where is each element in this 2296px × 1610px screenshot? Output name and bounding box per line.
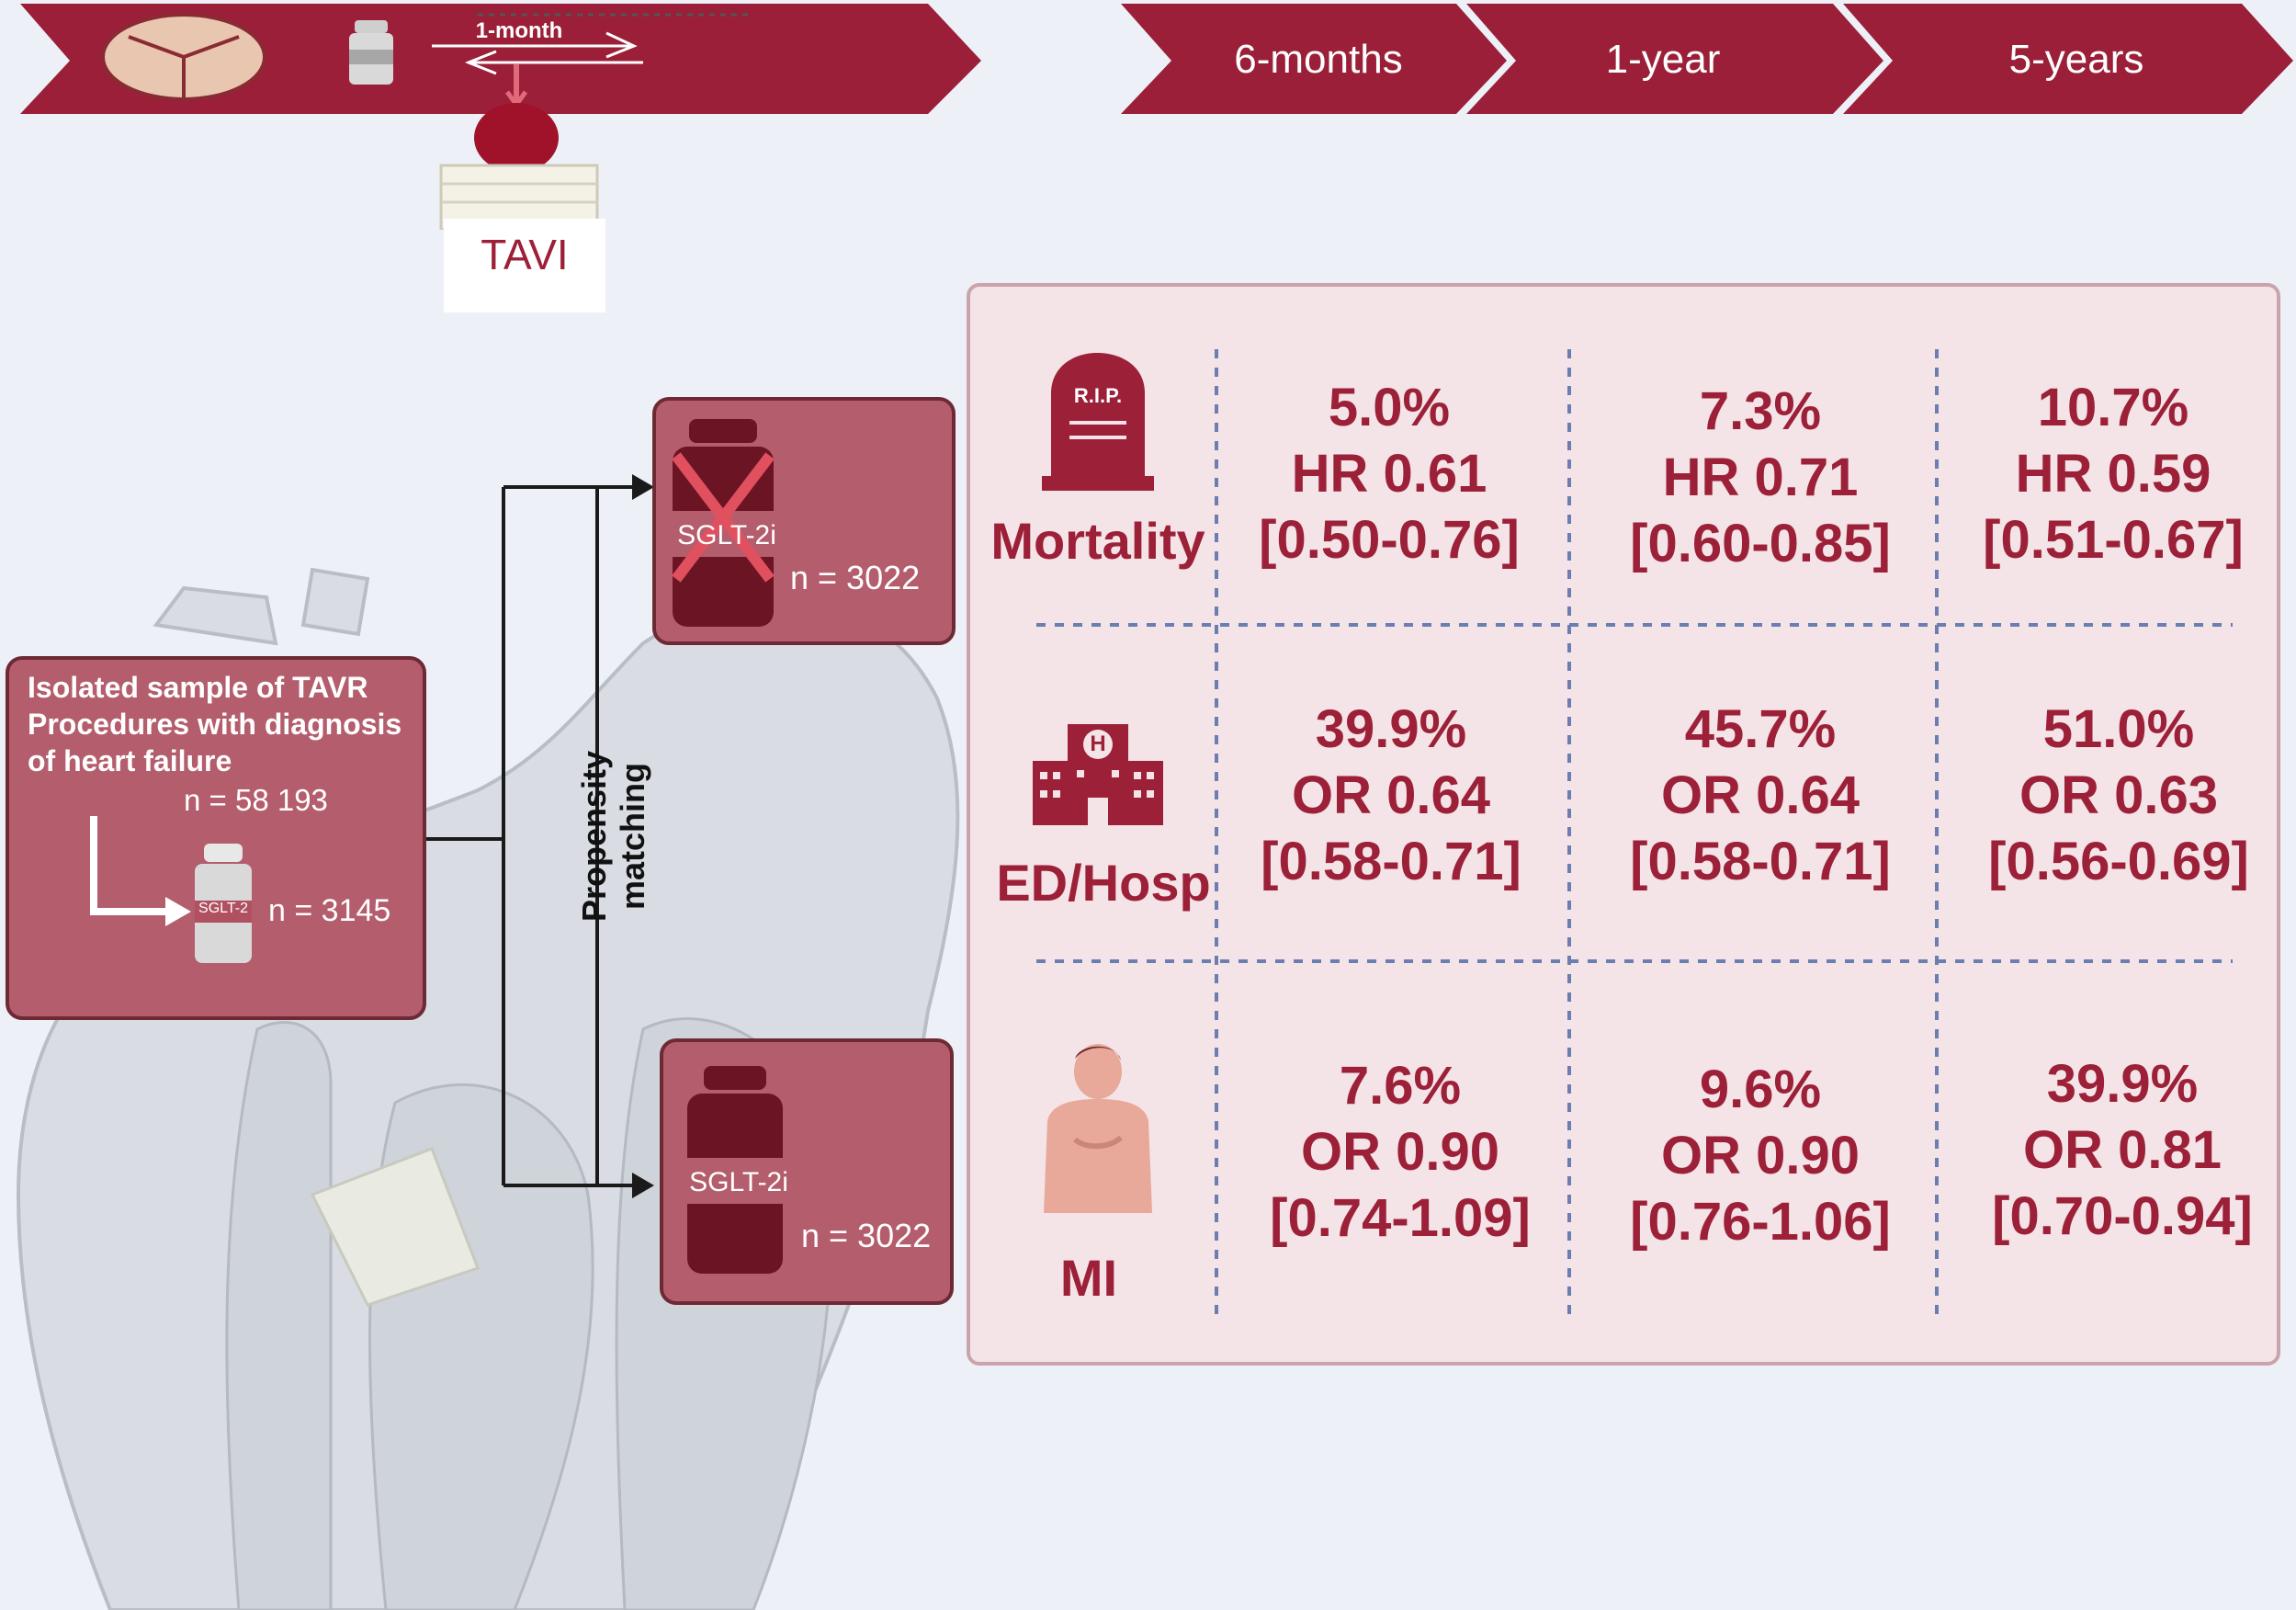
mi-1year-ratio: OR 0.90	[1661, 1126, 1860, 1185]
mortality-6months-ratio: HR 0.61	[1291, 444, 1487, 504]
sglt2-bottle-small-icon	[195, 844, 252, 963]
timepoint-5years: 5-years	[2008, 37, 2144, 82]
no-sglt2-bottle-label: SGLT-2i	[677, 520, 776, 550]
banner-chevron-1year	[1466, 4, 1883, 114]
edhosp-6months-ci: [0.58-0.71]	[1261, 832, 1521, 891]
banner-chevron-5years	[1843, 4, 2293, 114]
banner-chevron-6months	[1121, 4, 1507, 114]
tavi-label-box	[444, 219, 605, 312]
mortality-1year-ratio: HR 0.71	[1662, 448, 1859, 507]
edhosp-5years-ci: [0.56-0.69]	[1988, 832, 2249, 891]
mortality-6months-pct: 5.0%	[1328, 378, 1451, 437]
cohort-subset-arrow	[90, 816, 191, 926]
edhosp-1year-cell: 45.7% OR 0.64 [0.58-0.71]	[1577, 697, 1944, 895]
mortality-5years-ratio: HR 0.59	[2015, 444, 2211, 504]
tombstone-text: R.I.P.	[1073, 384, 1123, 407]
outcome-label-mortality: Mortality	[990, 512, 1205, 570]
mortality-5years-cell: 10.7% HR 0.59 [0.51-0.67]	[1929, 375, 2296, 573]
mi-5years-pct: 39.9%	[2046, 1054, 2199, 1114]
edhosp-1year-pct: 45.7%	[1684, 699, 1837, 759]
banner-left-chevron	[20, 4, 981, 114]
tombstone-icon	[1042, 353, 1154, 491]
edhosp-1year-ci: [0.58-0.71]	[1630, 832, 1891, 891]
mi-6months-ratio: OR 0.90	[1301, 1122, 1499, 1182]
mortality-5years-pct: 10.7%	[2037, 378, 2189, 437]
sglt2-n: n = 3022	[801, 1217, 932, 1254]
edhosp-1year-ratio: OR 0.64	[1661, 765, 1860, 825]
cohort-n-total: n = 58 193	[184, 783, 328, 817]
chest-pain-person-icon	[1044, 1044, 1152, 1213]
mi-5years-ci: [0.70-0.94]	[1992, 1186, 2253, 1246]
mi-6months-cell: 7.6% OR 0.90 [0.74-1.09]	[1216, 1053, 1584, 1252]
timepoint-1year: 1-year	[1605, 37, 1721, 82]
mortality-1year-pct: 7.3%	[1699, 381, 1822, 441]
timeline-banner	[20, 4, 2293, 114]
medication-bottle-icon	[349, 20, 393, 85]
mortality-5years-ci: [0.51-0.67]	[1983, 510, 2244, 570]
outcome-label-mi: MI	[1059, 1249, 1118, 1307]
mi-6months-pct: 7.6%	[1339, 1056, 1462, 1116]
edhosp-6months-ratio: OR 0.64	[1292, 765, 1490, 825]
mortality-6months-cell: 5.0% HR 0.61 [0.50-0.76]	[1205, 375, 1573, 573]
exchange-arrows-icon	[432, 31, 643, 75]
mi-6months-ci: [0.74-1.09]	[1270, 1188, 1531, 1248]
aortic-valve-icon	[101, 13, 266, 101]
cohort-bottle-label: SGLT-2	[198, 901, 248, 916]
sglt2-bottle-label: SGLT-2i	[689, 1167, 788, 1197]
edhosp-6months-cell: 39.9% OR 0.64 [0.58-0.71]	[1207, 697, 1575, 895]
month-label: 1-month	[475, 18, 563, 43]
cohort-n-sglt2: n = 3145	[268, 893, 391, 928]
mi-1year-ci: [0.76-1.06]	[1630, 1192, 1891, 1252]
mortality-6months-ci: [0.50-0.76]	[1259, 510, 1520, 570]
sglt2-bottle-icon	[687, 1066, 783, 1274]
crossed-sglt2-bottle-icon	[672, 419, 775, 627]
mi-5years-ratio: OR 0.81	[2023, 1120, 2222, 1180]
edhosp-6months-pct: 39.9%	[1315, 699, 1467, 759]
mi-1year-pct: 9.6%	[1699, 1060, 1822, 1119]
outcome-label-ed-hosp: ED/Hosp	[996, 854, 1211, 912]
edhosp-5years-ratio: OR 0.63	[2019, 765, 2218, 825]
tavi-label: TAVI	[481, 231, 569, 278]
hospital-icon	[1033, 724, 1163, 825]
cohort-description: Isolated sample of TAVR Procedures with …	[28, 671, 402, 777]
mi-1year-cell: 9.6% OR 0.90 [0.76-1.06]	[1577, 1057, 1944, 1255]
mortality-1year-ci: [0.60-0.85]	[1630, 514, 1891, 573]
mi-5years-cell: 39.9% OR 0.81 [0.70-0.94]	[1939, 1051, 2296, 1250]
hospital-icon-letter: H	[1090, 731, 1106, 756]
no-sglt2-n: n = 3022	[790, 559, 921, 596]
timepoint-6months: 6-months	[1234, 37, 1403, 82]
edhosp-5years-pct: 51.0%	[2042, 699, 2195, 759]
results-panel	[967, 283, 2280, 1366]
mortality-1year-cell: 7.3% HR 0.71 [0.60-0.85]	[1577, 379, 1944, 577]
edhosp-5years-cell: 51.0% OR 0.63 [0.56-0.69]	[1935, 697, 2296, 895]
